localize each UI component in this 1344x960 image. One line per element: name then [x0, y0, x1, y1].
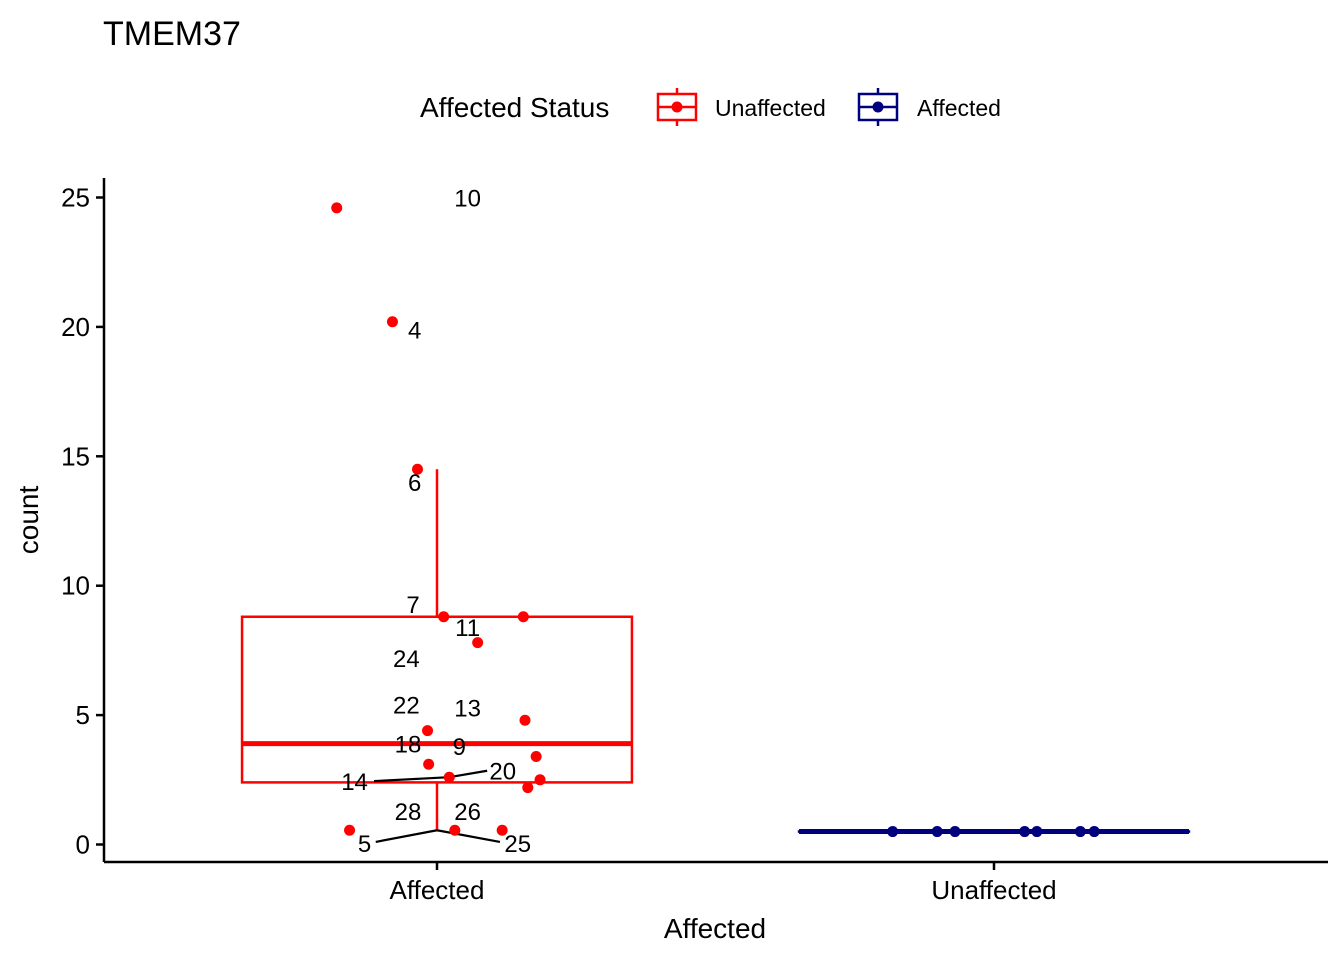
data-point: [422, 725, 434, 737]
legend-key-point: [872, 101, 884, 113]
point-label: 26: [454, 799, 481, 826]
y-tick-label: 5: [76, 700, 90, 730]
point-label: 28: [395, 799, 422, 826]
box-affected: [240, 469, 634, 832]
point-label: 9: [453, 734, 466, 761]
point-label: 25: [504, 831, 531, 858]
data-point: [522, 782, 534, 794]
data-point: [517, 611, 529, 623]
data-point: [1088, 826, 1100, 838]
point-labels: 10 4 6 7 11 24 22 13 18 9 20 14 28 26 5 25: [341, 186, 531, 859]
data-point: [530, 751, 542, 763]
legend-item-affected: Affected: [857, 88, 1001, 126]
data-point: [331, 202, 343, 214]
data-point: [931, 826, 943, 838]
data-point: [1074, 826, 1086, 838]
data-point: [534, 774, 546, 786]
point-label: 6: [408, 470, 421, 497]
point-label: 4: [408, 317, 421, 344]
point-label: 11: [455, 615, 480, 642]
legend-label-unaffected: Unaffected: [715, 95, 826, 121]
y-tick-label: 25: [61, 183, 90, 213]
points: [331, 202, 1100, 838]
box-rect: [240, 615, 634, 784]
data-point: [1031, 826, 1043, 838]
data-point: [344, 824, 356, 836]
data-point: [423, 758, 435, 770]
label-connector: [375, 829, 438, 843]
legend-label-affected: Affected: [917, 95, 1001, 121]
y-tick-label: 0: [76, 830, 90, 860]
point-label: 22: [393, 693, 420, 720]
y-axis-title: count: [13, 486, 44, 555]
data-point: [472, 637, 484, 649]
data-point: [412, 463, 424, 475]
data-point: [496, 824, 508, 836]
legend-title: Affected Status: [420, 92, 609, 123]
legend-key-point: [671, 101, 683, 113]
point-label: 18: [395, 732, 422, 759]
x-axis: Affected Unaffected: [104, 860, 1328, 905]
chart-title: TMEM37: [103, 15, 241, 53]
point-label: 7: [406, 592, 419, 619]
y-tick-label: 15: [61, 441, 90, 471]
x-axis-title: Affected: [664, 913, 766, 944]
point-label: 10: [454, 186, 481, 213]
data-point: [438, 611, 450, 623]
point-label: 5: [358, 831, 371, 858]
label-connector: [449, 769, 488, 779]
y-axis: 0 5 10 15 20 25: [61, 178, 106, 862]
data-point: [449, 824, 461, 836]
label-connectors: [374, 769, 501, 843]
x-tick-label: Affected: [390, 875, 485, 905]
boxes: [240, 469, 1191, 835]
legend-item-unaffected: Unaffected: [656, 88, 826, 126]
point-label: 14: [341, 769, 368, 796]
point-label: 20: [489, 759, 516, 786]
legend: Affected Status Unaffected Affected: [420, 88, 1001, 126]
y-tick-label: 20: [61, 312, 90, 342]
point-label: 13: [454, 695, 481, 722]
data-point: [949, 826, 961, 838]
data-point: [443, 771, 455, 783]
data-point: [386, 316, 398, 328]
y-tick-label: 10: [61, 571, 90, 601]
data-point: [1019, 826, 1031, 838]
point-label: 24: [393, 646, 420, 673]
label-connector: [374, 776, 450, 783]
label-connector: [436, 829, 501, 843]
data-point: [519, 714, 531, 726]
x-tick-label: Unaffected: [931, 875, 1056, 905]
data-point: [887, 826, 899, 838]
